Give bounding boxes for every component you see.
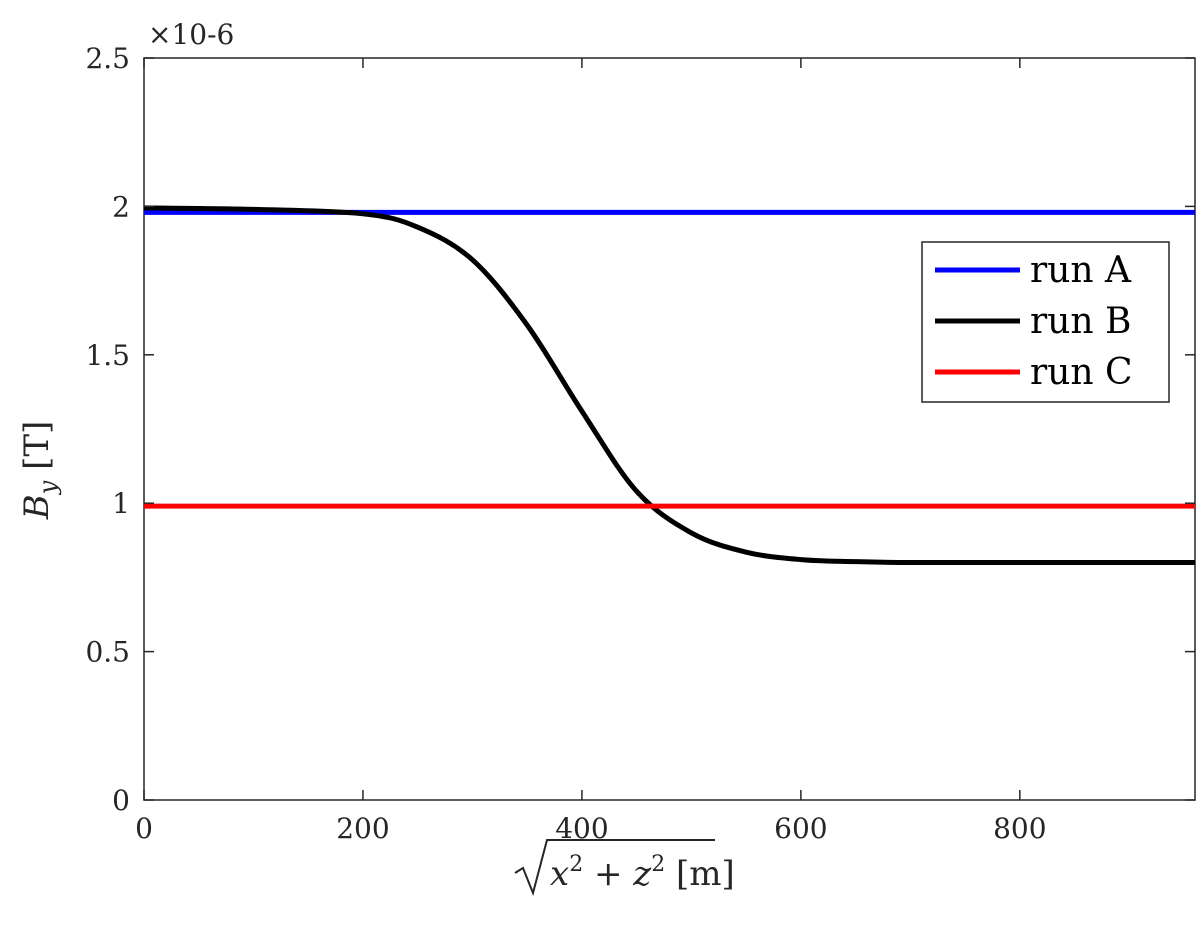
sqrt-sign <box>514 839 715 897</box>
x-axis-label: x2 + z2 [m] <box>514 839 735 897</box>
legend: run A run B run C <box>921 241 1170 403</box>
plot-area <box>143 57 1196 801</box>
series-layer <box>143 205 1195 566</box>
y-axis-label: By [T] <box>17 421 62 521</box>
legend-label: run A <box>1030 250 1132 291</box>
y-tick-label: 2 <box>112 190 130 223</box>
x-tick-label: 0 <box>135 812 153 845</box>
y-tick-label: 1 <box>112 487 130 520</box>
y-tick-label: 1.5 <box>85 339 130 372</box>
series-line-run-b <box>143 205 1195 566</box>
y-tick-label: 2.5 <box>85 42 130 75</box>
y-exponent-label: ×10-6 <box>148 18 234 51</box>
y-tick-label: 0.5 <box>85 636 130 669</box>
legend-label: run C <box>1030 352 1133 393</box>
x-tick-label: 600 <box>774 812 827 845</box>
x-tick-label: 800 <box>993 812 1046 845</box>
x-tick-label: 200 <box>336 812 389 845</box>
y-tick-label: 0 <box>112 784 130 817</box>
legend-label: run B <box>1030 301 1131 342</box>
x-axis-label-text: x2 + z2 [m] <box>550 852 735 894</box>
